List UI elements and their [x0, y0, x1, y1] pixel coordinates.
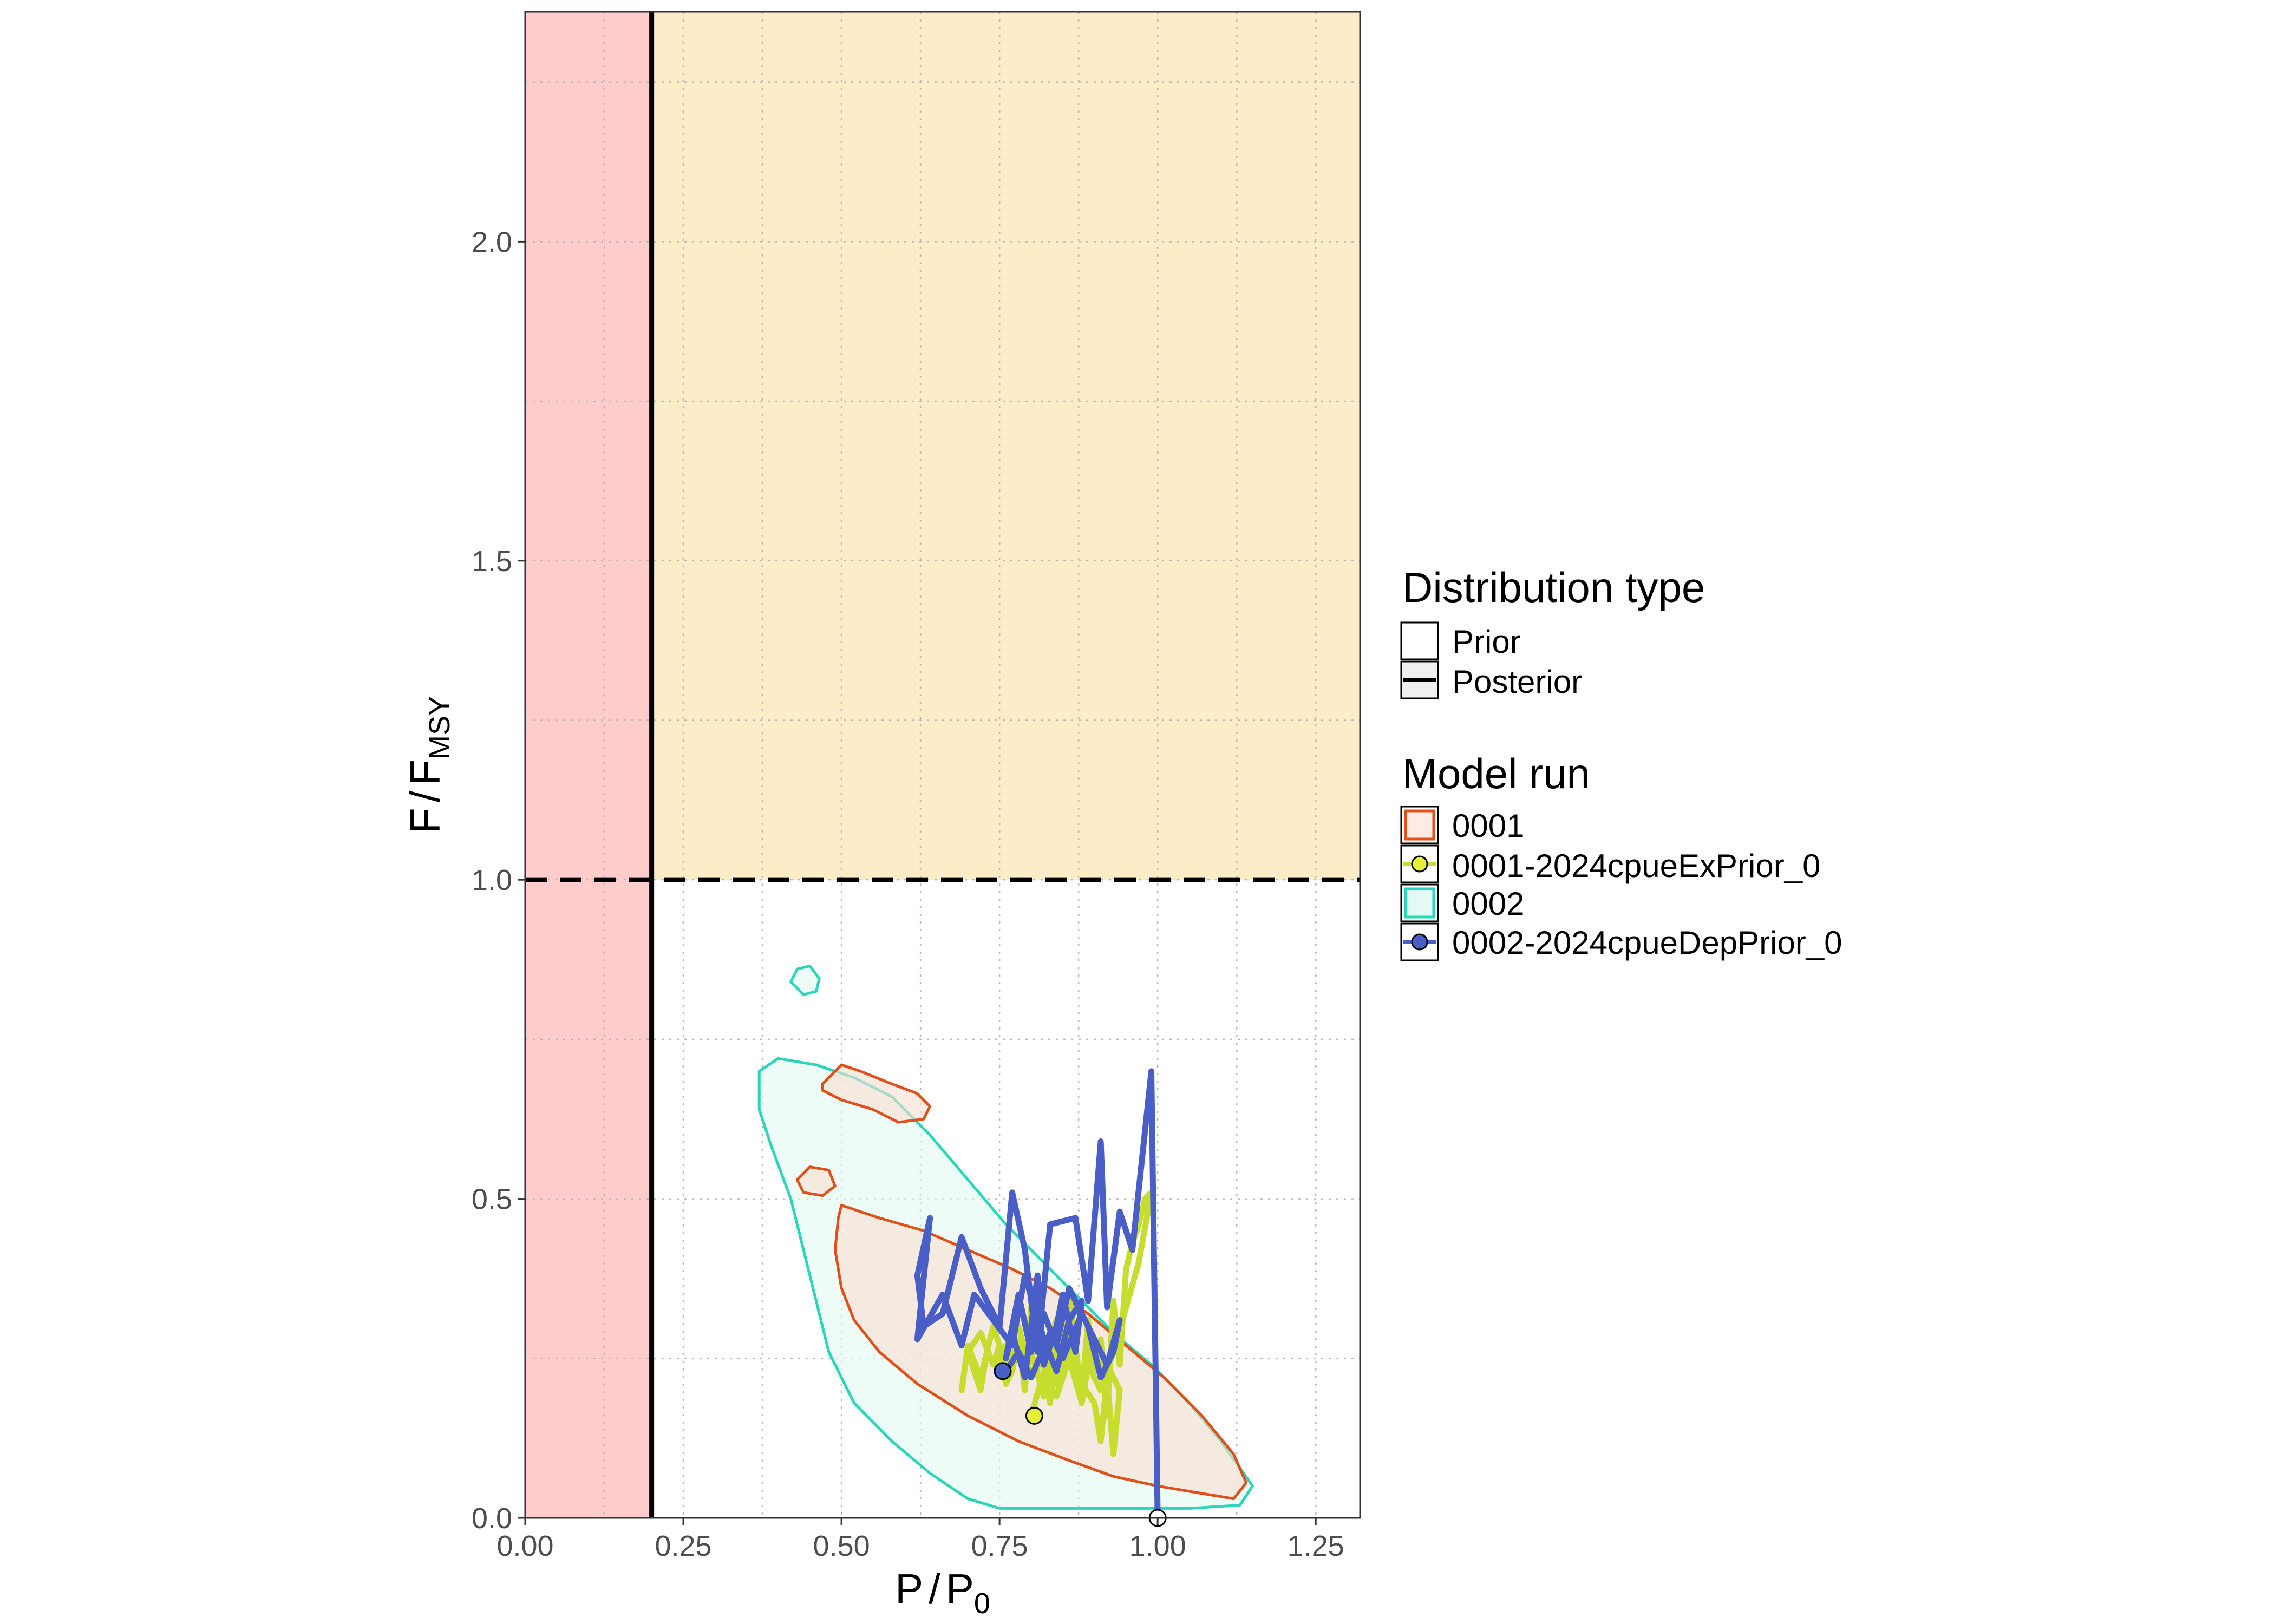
panel-border [524, 11, 1361, 1519]
legend: Distribution type Prior Posterior Model … [1400, 564, 1842, 961]
region-limit [525, 12, 652, 1518]
y-axis-title-subscript: MSY [423, 696, 456, 759]
y-axis-title: F/FMSY [401, 696, 456, 834]
x-axis-title-subscript: 0 [974, 1587, 990, 1620]
legend-item-0002-2024cpueDepPrior_0: 0002-2024cpueDepPrior_0 [1400, 922, 1842, 961]
legend-key-0001-swatch [1404, 809, 1435, 841]
legend-label-prior: Prior [1452, 624, 1521, 660]
x-tick-label: 0.00 [496, 1530, 553, 1562]
legend-item-0001-2024cpueExPrior_0: 0001-2024cpueExPrior_0 [1400, 844, 1820, 884]
legend-key-prior [1400, 621, 1439, 660]
x-axis-title-denominator: P [946, 1565, 974, 1613]
legend-model-title: Model run [1402, 750, 1590, 797]
y-tick-label: 1.0 [472, 864, 512, 896]
x-tick-label: 1.00 [1129, 1530, 1186, 1562]
legend-item-0001: 0001 [1400, 806, 1524, 844]
contour-0002-1 [789, 964, 821, 996]
contour-0001-1 [821, 1063, 932, 1124]
legend-key-0002-swatch [1404, 887, 1435, 919]
x-tick-label: 0.75 [971, 1530, 1028, 1562]
y-axis-title-main: F [401, 808, 449, 834]
y-axis-ticks: 0.0 0.5 1.0 1.5 2.0 [472, 226, 525, 1535]
x-tick-label: 1.25 [1288, 1530, 1344, 1562]
reference-lines [525, 12, 1360, 1518]
legend-label-0001-cpueex: 0001-2024cpueExPrior_0 [1452, 848, 1820, 884]
legend-label-0001: 0001 [1452, 808, 1524, 844]
legend-label-0002-cpuedep: 0002-2024cpueDepPrior_0 [1452, 925, 1842, 961]
x-axis-title-separator: / [929, 1565, 940, 1613]
contour-0001-2 [795, 1165, 837, 1197]
x-tick-label: 0.50 [813, 1530, 870, 1562]
y-tick-label: 1.5 [472, 545, 512, 578]
x-axis-title-main: P [895, 1565, 923, 1613]
trajectory-series [914, 1068, 1161, 1518]
region-overfishing [651, 12, 1360, 880]
legend-label-0002: 0002 [1452, 886, 1524, 922]
x-axis-title: P / P0 [895, 1565, 990, 1620]
legend-label-posterior: Posterior [1452, 664, 1582, 700]
plot-panel [524, 11, 1361, 1527]
legend-key-0001-cpueex-point [1411, 855, 1428, 873]
y-tick-label: 0.5 [472, 1183, 512, 1216]
legend-key-0002-cpuedep-point [1411, 933, 1428, 951]
legend-distribution-title: Distribution type [1402, 564, 1705, 611]
y-tick-label: 0.0 [472, 1502, 512, 1535]
series-line-0002-2024cpueDepPrior_0 [914, 1068, 1161, 1518]
y-axis-title-separator: / [401, 790, 449, 802]
y-tick-label: 2.0 [472, 226, 512, 258]
legend-item-0002: 0002 [1400, 883, 1524, 922]
marker-0002-2024cpueDepPrior_0 [994, 1362, 1012, 1380]
x-axis-ticks: 0.00 0.25 0.50 0.75 1.00 1.25 [496, 1518, 1344, 1562]
marker-0001-2024cpueExPrior_0 [1025, 1406, 1043, 1425]
legend-item-prior: Prior [1400, 621, 1521, 660]
y-axis-title-denominator: F [401, 759, 449, 785]
legend-item-posterior: Posterior [1400, 660, 1582, 700]
background-regions [525, 12, 1360, 1518]
x-tick-label: 0.25 [655, 1530, 711, 1562]
